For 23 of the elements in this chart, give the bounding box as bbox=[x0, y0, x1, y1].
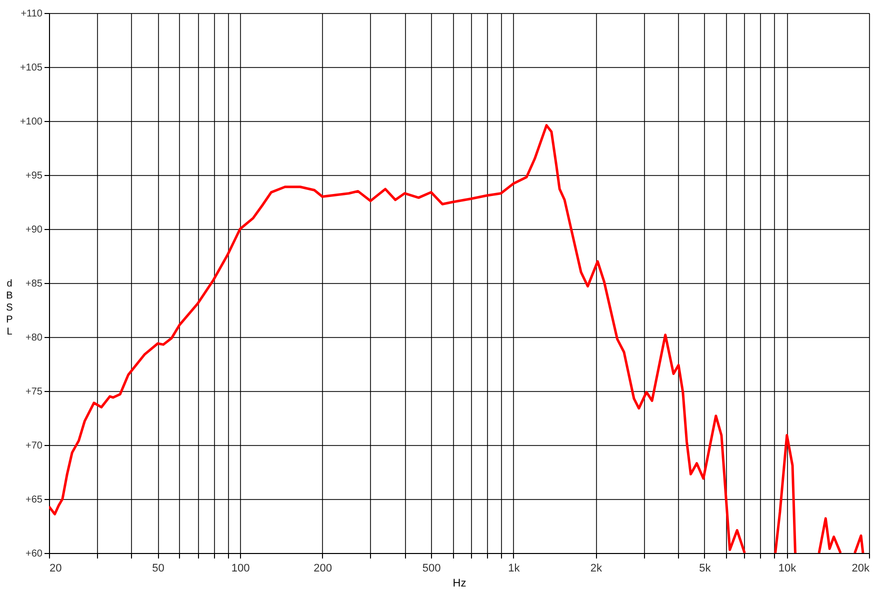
y-tick-label: +65 bbox=[26, 494, 43, 506]
x-tick-label: 100 bbox=[231, 562, 250, 574]
y-tick-label: +60 bbox=[26, 548, 43, 560]
x-tick-label: 20k bbox=[852, 562, 870, 574]
y-axis-title: dB SPL bbox=[6, 278, 14, 338]
y-tick-label: +110 bbox=[20, 8, 43, 20]
y-tick-label: +80 bbox=[26, 332, 43, 344]
x-tick-label: 200 bbox=[314, 562, 332, 574]
x-tick-label: 10k bbox=[778, 562, 797, 574]
x-tick-label: 20 bbox=[50, 562, 62, 574]
y-tick-label: +75 bbox=[26, 386, 43, 398]
x-tick-label: 5k bbox=[699, 562, 712, 574]
y-tick-label: +95 bbox=[26, 170, 43, 182]
y-tick-label: +70 bbox=[26, 440, 43, 452]
y-tick-label: +90 bbox=[26, 224, 43, 236]
y-tick-label: +100 bbox=[20, 116, 43, 128]
x-axis-title: Hz bbox=[452, 578, 466, 590]
y-tick-label: +105 bbox=[20, 62, 43, 74]
x-tick-label: 50 bbox=[152, 562, 164, 574]
y-tick-label: +85 bbox=[26, 278, 43, 290]
x-tick-label: 500 bbox=[422, 562, 441, 574]
x-tick-label: 2k bbox=[590, 562, 602, 574]
x-tick-label: 1k bbox=[508, 562, 520, 574]
